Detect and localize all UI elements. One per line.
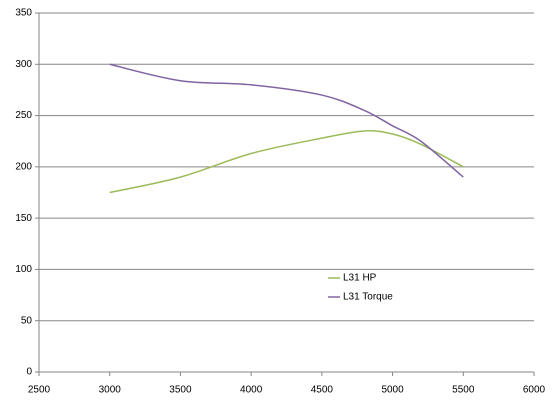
- y-tick-label: 50: [21, 315, 33, 326]
- legend-label: L31 HP: [343, 273, 377, 284]
- legend-label: L31 Torque: [343, 292, 393, 303]
- x-tick-label: 3000: [99, 385, 122, 396]
- x-tick-label: 3500: [169, 385, 192, 396]
- x-tick-label: 5000: [381, 385, 404, 396]
- y-tick-label: 350: [15, 8, 32, 19]
- y-tick-label: 300: [15, 59, 32, 70]
- y-tick-label: 150: [15, 213, 32, 224]
- y-tick-label: 200: [15, 161, 32, 172]
- series-line: [109, 130, 464, 194]
- series-line: [109, 63, 464, 178]
- y-tick-label: 100: [15, 264, 32, 275]
- x-tick-label: 2500: [28, 385, 51, 396]
- y-tick-label: 250: [15, 110, 32, 121]
- x-tick-label: 4500: [311, 385, 334, 396]
- x-tick-label: 5500: [452, 385, 475, 396]
- y-tick-label: 0: [26, 367, 32, 378]
- x-tick-label: 4000: [240, 385, 263, 396]
- x-tick-label: 6000: [523, 385, 546, 396]
